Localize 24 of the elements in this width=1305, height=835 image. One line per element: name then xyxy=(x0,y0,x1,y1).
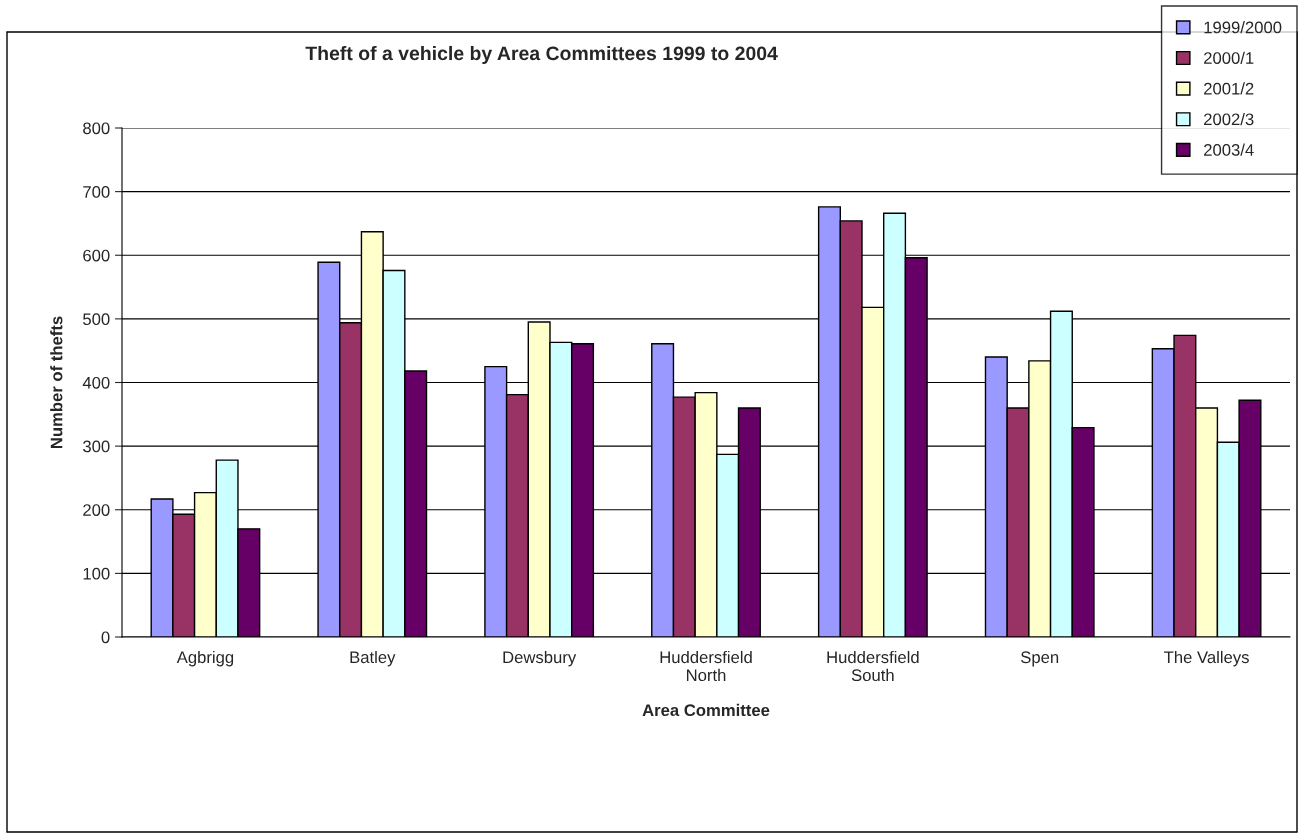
x-tick-label: Spen xyxy=(1021,651,1059,667)
legend-label: 2001/2 xyxy=(1204,82,1254,95)
chart-title: Theft of a vehicle by Area Committees 1999 to 2004 xyxy=(305,45,778,65)
y-tick-label: 200 xyxy=(83,504,110,516)
y-tick-label: 800 xyxy=(83,122,110,135)
x-tick-label: Huddersfield South xyxy=(827,650,919,682)
y-tick-label: 0 xyxy=(101,631,110,644)
y-tick-label: 100 xyxy=(83,567,110,580)
legend-label: 1999/2000 xyxy=(1204,21,1282,34)
x-tick-label: Batley xyxy=(350,650,396,667)
y-tick-label: 500 xyxy=(83,313,110,326)
x-axis-title: Area Committee xyxy=(642,703,770,717)
legend-label: 2003/4 xyxy=(1204,143,1254,156)
y-tick-label: 600 xyxy=(83,249,110,262)
x-tick-label: Dewsbury xyxy=(503,650,577,667)
x-tick-label: Huddersfield North xyxy=(660,650,752,682)
y-axis-title: Number of thefts xyxy=(50,316,63,449)
y-tick-label: 400 xyxy=(82,376,110,389)
x-tick-label: Agbrigg xyxy=(176,650,234,667)
x-tick-label: The Valleys xyxy=(1164,650,1249,667)
y-tick-label: 300 xyxy=(83,440,110,453)
y-tick-label: 700 xyxy=(83,186,110,198)
legend-label: 2000/1 xyxy=(1204,51,1254,64)
legend-label: 2002/3 xyxy=(1204,112,1254,126)
